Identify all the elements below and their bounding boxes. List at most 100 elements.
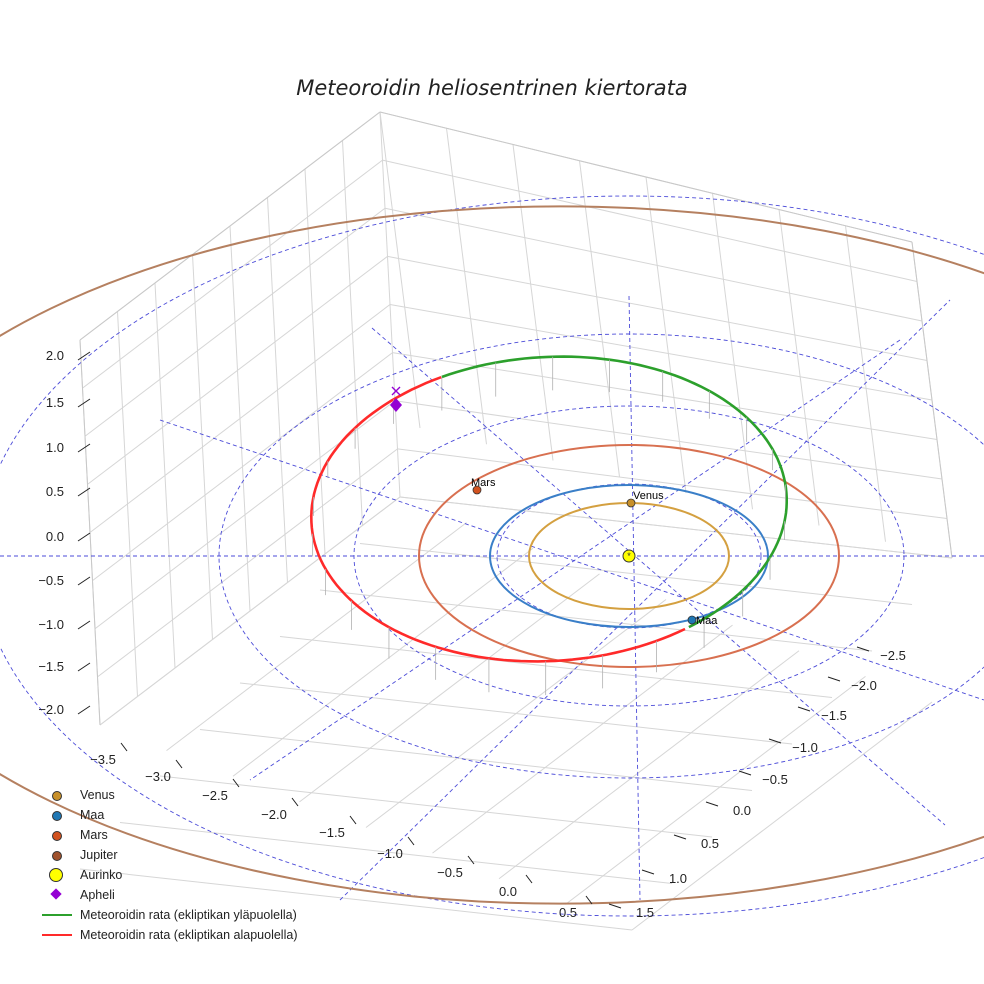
earth-label: Maa	[696, 615, 718, 627]
x-tick-label: 0.5	[559, 905, 577, 920]
z-tick-label: −2.0	[38, 702, 64, 717]
z-tick-mark	[77, 662, 91, 672]
orbit-above-legend-line	[42, 914, 72, 916]
y-tick-label: 0.0	[733, 803, 751, 818]
y-tick-label: −2.5	[880, 648, 906, 663]
grid-line	[579, 160, 620, 477]
z-tick-mark	[77, 705, 91, 715]
orbit-mars	[418, 444, 840, 668]
earth-marker	[687, 615, 697, 625]
grid-line	[512, 144, 554, 461]
grid-line	[199, 729, 753, 791]
orbit-maa	[489, 484, 769, 628]
ecliptic-guide-spoke	[339, 299, 951, 901]
z-tick-label: −1.0	[38, 617, 64, 632]
legend-label: Apheli	[80, 888, 115, 902]
aphelion-marker	[390, 398, 402, 412]
x-tick-label: −0.5	[437, 865, 463, 880]
legend-item-apheli: Apheli	[40, 885, 297, 905]
grid-line	[712, 193, 753, 510]
grid-line	[92, 352, 393, 582]
grid-line	[389, 304, 933, 401]
x-tick-label: −2.0	[261, 807, 287, 822]
z-tick-label: 0.0	[46, 529, 64, 544]
legend-item-jupiter: Jupiter	[40, 845, 297, 865]
ecliptic-guide-spoke	[249, 339, 901, 781]
x-tick-mark	[175, 759, 183, 769]
grid-line	[119, 822, 673, 884]
grid-line	[359, 543, 913, 605]
legend-label: Meteoroidin rata (ekliptikan alapuolella…	[80, 928, 298, 942]
x-tick-label: −1.0	[377, 846, 403, 861]
grid-line	[87, 255, 388, 485]
grid-line	[387, 255, 928, 361]
grid-line	[97, 448, 398, 678]
z-tick-label: −1.5	[38, 659, 64, 674]
y-tick-label: −1.0	[792, 740, 818, 755]
grid-line	[382, 159, 918, 282]
y-tick-label: 0.5	[701, 836, 719, 851]
y-tick-mark	[797, 706, 811, 712]
orbit-jupiter	[0, 205, 984, 905]
ecliptic-guides	[0, 195, 984, 917]
planet-orbits	[0, 205, 984, 905]
z-tick-mark	[77, 487, 91, 497]
y-tick-label: −0.5	[762, 772, 788, 787]
y-tick-label: 1.0	[669, 871, 687, 886]
y-tick-mark	[856, 646, 870, 652]
grid-line	[82, 159, 383, 389]
grid-line	[232, 547, 534, 777]
grid-line	[84, 207, 386, 437]
ecliptic-guide-spoke	[628, 295, 641, 901]
x-tick-label: −3.0	[145, 769, 171, 784]
legend-item-venus: Venus	[40, 785, 297, 805]
z-tick-mark	[77, 443, 91, 453]
z-tick-mark	[77, 532, 91, 542]
z-tick-mark	[77, 351, 91, 361]
x-tick-label: −2.5	[202, 788, 228, 803]
grid-line	[94, 400, 396, 630]
y-tick-mark	[827, 676, 841, 682]
venus-label: Venus	[633, 490, 664, 502]
grid-line	[159, 775, 713, 838]
x-tick-label: −3.5	[90, 752, 116, 767]
trajectory-above-ecliptic	[441, 355, 788, 629]
legend-item-mars: Mars	[40, 825, 297, 845]
aphelion-projection-marker	[391, 386, 401, 396]
grid-line	[99, 496, 401, 726]
trajectory-below-ecliptic	[309, 375, 686, 663]
y-tick-label: 1.5	[636, 905, 654, 920]
axis-ticks: 2.0 1.5 1.0 0.5 0.0 −0.5 −1.0 −1.5 −2.0 −3.5 −3.0 −…	[38, 348, 906, 920]
y-tick-mark	[641, 869, 655, 875]
y-tick-label: −1.5	[821, 708, 847, 723]
grid-line	[299, 573, 600, 803]
y-tick-mark	[673, 834, 687, 840]
venus-legend-marker	[52, 791, 62, 801]
z-tick-label: 1.0	[46, 440, 64, 455]
legend-label: Aurinko	[80, 868, 123, 882]
grid-line	[279, 636, 833, 698]
grid-line	[394, 400, 943, 480]
earth-legend-marker	[52, 811, 62, 821]
grid-line	[392, 352, 938, 440]
x-tick-mark	[585, 895, 593, 905]
mars-legend-marker	[52, 831, 62, 841]
legend-label: Venus	[80, 788, 115, 802]
box-edge	[379, 111, 913, 243]
grid-line	[79, 868, 633, 931]
grid-line	[399, 496, 953, 559]
grid-line	[446, 128, 487, 445]
grid-line	[778, 209, 820, 526]
x-tick-label: 0.0	[499, 884, 517, 899]
grid-line	[379, 111, 421, 429]
sun-symbol: *	[627, 551, 631, 561]
z-tick-label: 1.5	[46, 395, 64, 410]
z-tick-label: −0.5	[38, 573, 64, 588]
grid-line	[645, 176, 687, 494]
grid-line	[397, 448, 948, 519]
grid-line	[565, 675, 866, 905]
y-tick-mark	[608, 903, 622, 909]
z-tick-mark	[77, 576, 91, 586]
grid-line	[384, 207, 923, 322]
